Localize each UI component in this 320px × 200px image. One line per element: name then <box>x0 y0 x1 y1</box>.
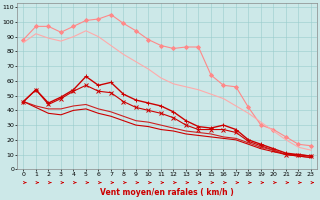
X-axis label: Vent moyen/en rafales ( km/h ): Vent moyen/en rafales ( km/h ) <box>100 188 234 197</box>
